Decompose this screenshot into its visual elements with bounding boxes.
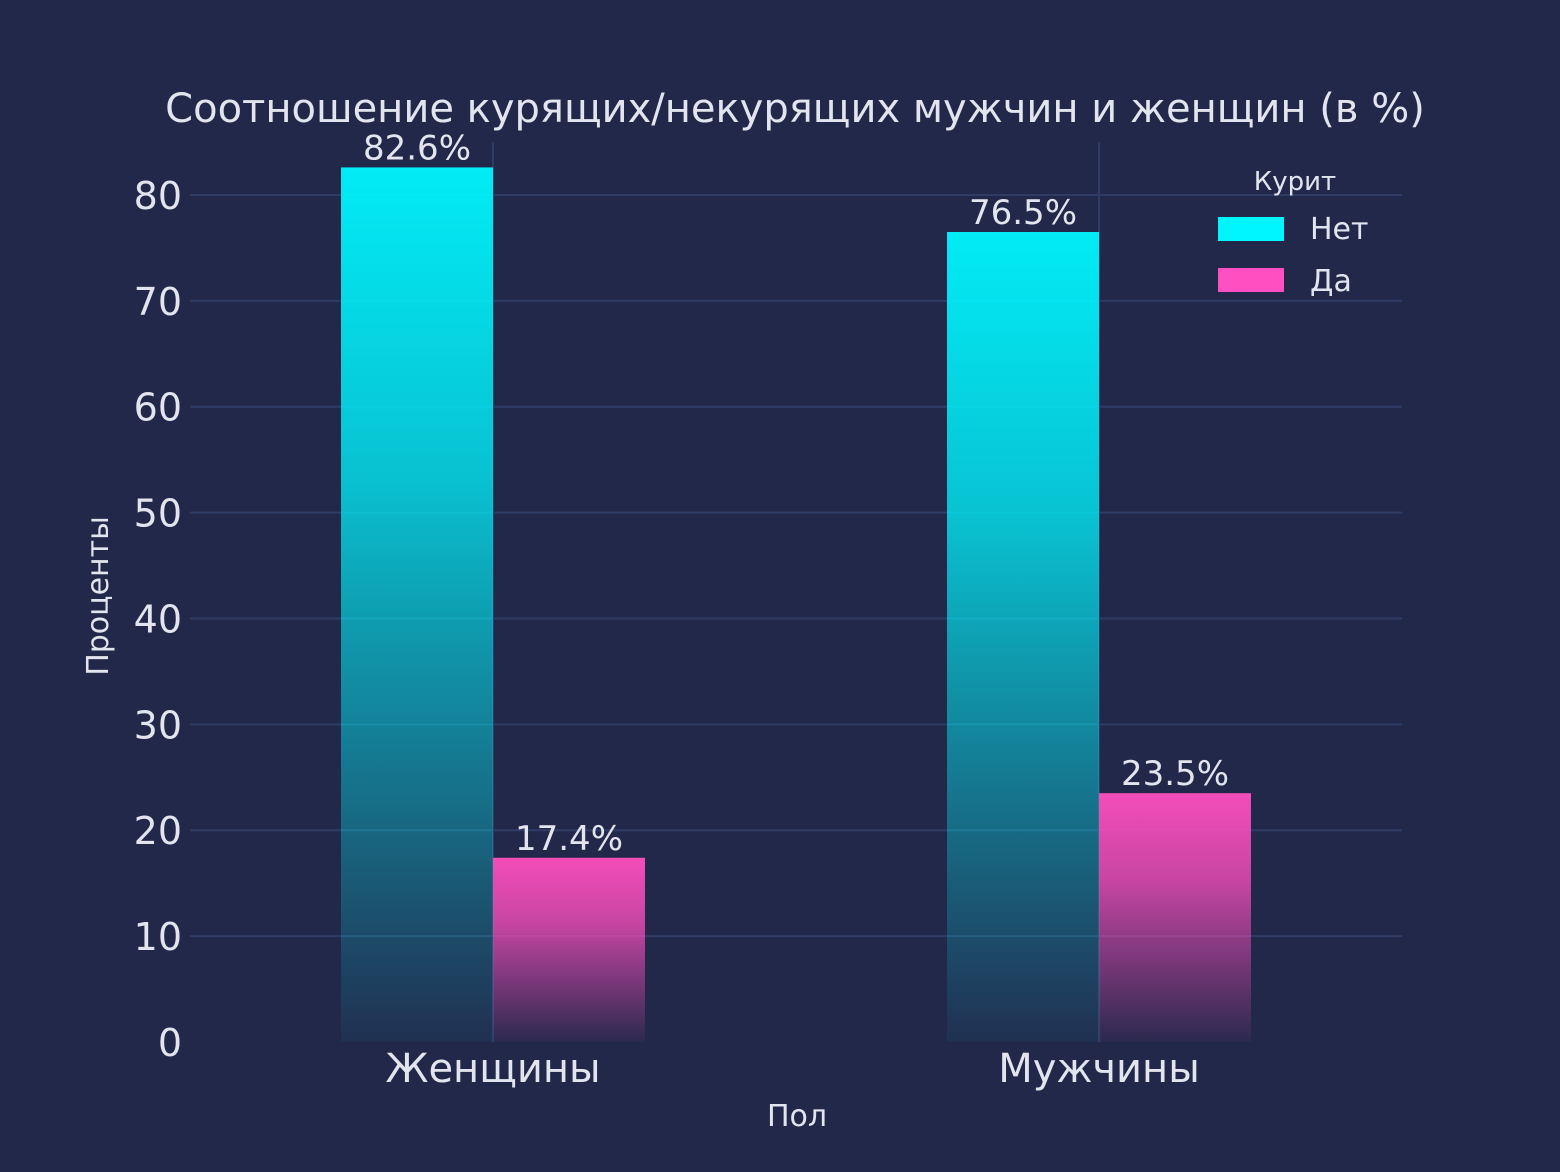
legend-swatch-yes xyxy=(1218,268,1284,292)
bar-value-label: 17.4% xyxy=(515,819,623,859)
bar-no-women[interactable] xyxy=(341,167,493,1043)
legend: Курит Нет Да xyxy=(1218,167,1369,299)
legend-item-yes[interactable]: Да xyxy=(1218,264,1352,299)
legend-label-yes: Да xyxy=(1310,264,1352,299)
x-axis-title: Пол xyxy=(767,1099,827,1134)
legend-label-no: Нет xyxy=(1310,212,1369,247)
y-tick-label: 10 xyxy=(134,915,182,959)
bar-yes-women[interactable] xyxy=(493,857,645,1042)
y-tick-label: 20 xyxy=(134,809,182,853)
y-tick-label: 70 xyxy=(134,280,182,324)
bar-value-label: 76.5% xyxy=(969,193,1077,233)
y-tick-label: 50 xyxy=(134,492,182,536)
y-tick-label: 40 xyxy=(134,597,182,641)
bars xyxy=(341,167,1251,1043)
y-axis-title: Проценты xyxy=(81,516,116,676)
x-tick-label: Мужчины xyxy=(998,1046,1200,1092)
bar-no-men[interactable] xyxy=(947,232,1099,1042)
legend-swatch-no xyxy=(1218,217,1284,241)
legend-item-no[interactable]: Нет xyxy=(1218,212,1369,247)
y-tick-label: 30 xyxy=(134,703,182,747)
chart-title: Соотношение курящих/некурящих мужчин и ж… xyxy=(165,86,1425,132)
bar-value-label: 82.6% xyxy=(363,128,471,168)
data-labels: 82.6% 17.4% 76.5% 23.5% xyxy=(363,128,1229,858)
y-axis: 0 10 20 30 40 50 60 70 80 xyxy=(134,174,182,1065)
bar-value-label: 23.5% xyxy=(1121,754,1229,794)
y-tick-label: 60 xyxy=(134,386,182,430)
bar-yes-men[interactable] xyxy=(1099,793,1251,1042)
legend-title: Курит xyxy=(1254,167,1336,197)
x-axis: Женщины Мужчины xyxy=(385,1046,1199,1092)
x-tick-label: Женщины xyxy=(385,1046,600,1092)
y-tick-label: 80 xyxy=(134,174,182,218)
y-tick-label: 0 xyxy=(158,1021,182,1065)
